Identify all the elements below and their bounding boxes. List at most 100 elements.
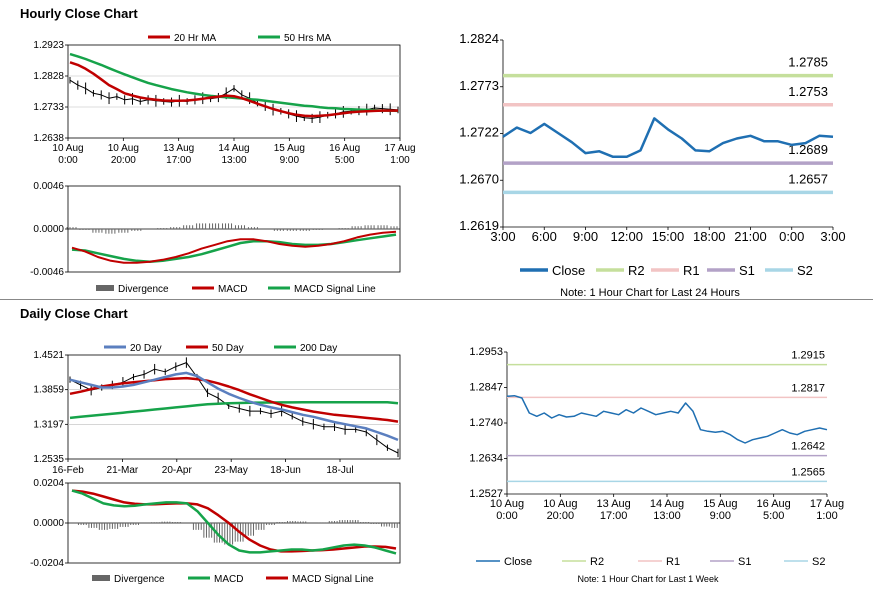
daily-levels-x-tick-label: 9:00 bbox=[710, 510, 731, 522]
daily-20day-line bbox=[69, 371, 399, 442]
daily-levels-x-tick-label: 14 Aug bbox=[650, 498, 684, 510]
hourly-macd-signal-line bbox=[71, 233, 397, 263]
hourly-price-x-tick-label: 1:00 bbox=[390, 155, 410, 166]
daily-level-s2-label: 1.2565 bbox=[791, 466, 825, 478]
section-divider bbox=[0, 299, 873, 300]
daily-section-title: Daily Close Chart bbox=[20, 306, 128, 321]
hourly-price-x-tick-label: 13 Aug bbox=[163, 143, 194, 154]
hourly-price-x-tick-label: 14 Aug bbox=[218, 143, 249, 154]
hourly-price-x-tick-label: 13:00 bbox=[221, 155, 246, 166]
hourly-levels-x-tick-label: 9:00 bbox=[573, 229, 598, 244]
hourly-macd-y-tick-label: 0.0046 bbox=[33, 181, 64, 192]
daily-price-plot-frame bbox=[67, 354, 401, 460]
daily-price-x-tick-label: 20-Apr bbox=[162, 465, 193, 476]
daily-close-line bbox=[506, 394, 828, 444]
daily-levels-x-tick-label: 15 Aug bbox=[703, 498, 737, 510]
hourly-close-line bbox=[502, 117, 834, 159]
daily-macd-y-tick-label: -0.0204 bbox=[30, 558, 64, 569]
hourly-levels-legend-label: R2 bbox=[628, 263, 645, 278]
hourly-macd-y-tick-label: 0.0000 bbox=[33, 224, 64, 235]
daily-levels-y-tick-label: 1.2953 bbox=[469, 346, 503, 358]
hourly-price-x-tick-label: 9:00 bbox=[280, 155, 300, 166]
hourly-levels-y-tick-label: 1.2773 bbox=[459, 78, 499, 93]
daily-legend-divergence-label: Divergence bbox=[114, 574, 165, 585]
hourly-levels-x-tick-label: 3:00 bbox=[820, 229, 845, 244]
daily-price-x-tick-label: 18-Jul bbox=[326, 465, 353, 476]
daily-levels-x-tick-label: 5:00 bbox=[763, 510, 784, 522]
daily-price-x-tick-label: 16-Feb bbox=[52, 465, 84, 476]
daily-legend-50day-label: 50 Day bbox=[212, 343, 244, 354]
daily-levels-y-tick-label: 1.2847 bbox=[469, 382, 503, 394]
hourly-50hr-ma-line bbox=[69, 52, 399, 113]
daily-price-x-tick-label: 21-Mar bbox=[107, 465, 139, 476]
hourly-macd-y-tick-label: -0.0046 bbox=[30, 267, 64, 278]
daily-legend-divergence-swatch bbox=[92, 575, 110, 581]
hourly-legend-macd-signal-label: MACD Signal Line bbox=[294, 284, 376, 295]
daily-price-y-tick-label: 1.4521 bbox=[33, 350, 64, 361]
daily-levels-legend-label: S1 bbox=[738, 556, 751, 568]
hourly-levels-legend-label: S1 bbox=[739, 263, 755, 278]
hourly-price-x-tick-label: 20:00 bbox=[111, 155, 136, 166]
daily-200day-line bbox=[69, 400, 399, 420]
hourly-price-x-tick-label: 10 Aug bbox=[108, 143, 139, 154]
daily-legend-20day-label: 20 Day bbox=[130, 343, 162, 354]
hourly-price-y-tick-label: 1.2638 bbox=[33, 133, 64, 144]
hourly-levels-note: Note: 1 Hour Chart for Last 24 Hours bbox=[560, 287, 740, 299]
daily-levels-x-tick-label: 16 Aug bbox=[757, 498, 791, 510]
hourly-price-x-tick-label: 15 Aug bbox=[274, 143, 305, 154]
hourly-levels-x-tick-label: 6:00 bbox=[532, 229, 557, 244]
hourly-price-x-tick-label: 10 Aug bbox=[52, 143, 83, 154]
daily-price-line bbox=[69, 362, 399, 454]
hourly-levels-x-tick-label: 0:00 bbox=[779, 229, 804, 244]
daily-levels-y-tick-label: 1.2527 bbox=[469, 488, 503, 500]
hourly-levels-x-tick-label: 3:00 bbox=[490, 229, 515, 244]
hourly-legend-macd-label: MACD bbox=[218, 284, 247, 295]
hourly-macd-line bbox=[71, 230, 397, 264]
daily-levels-x-tick-label: 17 Aug bbox=[810, 498, 844, 510]
daily-price-x-tick-label: 23-May bbox=[215, 465, 248, 476]
daily-levels-legend-label: R2 bbox=[590, 556, 604, 568]
daily-levels-x-tick-label: 0:00 bbox=[496, 510, 517, 522]
hourly-levels-legend-label: R1 bbox=[683, 263, 700, 278]
daily-legend-macd-label: MACD bbox=[214, 574, 243, 585]
hourly-levels-legend-label: S2 bbox=[797, 263, 813, 278]
hourly-levels-y-tick-label: 1.2722 bbox=[459, 125, 499, 140]
hourly-legend-divergence-swatch bbox=[96, 285, 114, 291]
daily-levels-x-tick-label: 10 Aug bbox=[543, 498, 577, 510]
hourly-levels-y-tick-label: 1.2619 bbox=[459, 218, 499, 233]
hourly-level-r1-label: 1.2753 bbox=[788, 84, 828, 99]
daily-level-r1-label: 1.2817 bbox=[791, 382, 825, 394]
daily-levels-legend-label: Close bbox=[504, 556, 532, 568]
hourly-level-s2-label: 1.2657 bbox=[788, 171, 828, 186]
hourly-price-line bbox=[69, 79, 399, 119]
hourly-20hr-ma-line bbox=[69, 61, 398, 118]
daily-levels-x-tick-label: 17:00 bbox=[600, 510, 628, 522]
hourly-price-x-tick-label: 0:00 bbox=[58, 155, 78, 166]
hourly-levels-y-tick-label: 1.2824 bbox=[459, 31, 499, 46]
daily-levels-x-tick-label: 10 Aug bbox=[490, 498, 524, 510]
daily-legend-200day-label: 200 Day bbox=[300, 343, 337, 354]
hourly-price-y-tick-label: 1.2828 bbox=[33, 71, 64, 82]
hourly-price-x-tick-label: 17:00 bbox=[166, 155, 191, 166]
hourly-level-s1-label: 1.2689 bbox=[788, 142, 828, 157]
daily-50day-line bbox=[69, 376, 399, 423]
hourly-price-x-tick-label: 17 Aug bbox=[384, 143, 415, 154]
daily-levels-x-tick-label: 1:00 bbox=[816, 510, 837, 522]
hourly-levels-x-tick-label: 15:00 bbox=[652, 229, 685, 244]
daily-levels-legend-label: S2 bbox=[812, 556, 825, 568]
daily-levels-x-tick-label: 13:00 bbox=[653, 510, 681, 522]
daily-level-r2-label: 1.2915 bbox=[791, 350, 825, 362]
hourly-levels-x-tick-label: 21:00 bbox=[734, 229, 767, 244]
hourly-levels-x-tick-label: 12:00 bbox=[610, 229, 643, 244]
hourly-levels-legend-label: Close bbox=[552, 263, 585, 278]
daily-price-y-tick-label: 1.3197 bbox=[33, 419, 64, 430]
hourly-level-r2-label: 1.2785 bbox=[788, 55, 828, 70]
daily-level-s1-label: 1.2642 bbox=[791, 441, 825, 453]
daily-price-y-tick-label: 1.3859 bbox=[33, 385, 64, 396]
daily-levels-y-tick-label: 1.2634 bbox=[469, 453, 503, 465]
hourly-price-y-tick-label: 1.2733 bbox=[33, 102, 64, 113]
daily-macd-line bbox=[71, 489, 397, 555]
hourly-price-y-tick-label: 1.2923 bbox=[33, 40, 64, 51]
hourly-section-title: Hourly Close Chart bbox=[20, 6, 138, 21]
